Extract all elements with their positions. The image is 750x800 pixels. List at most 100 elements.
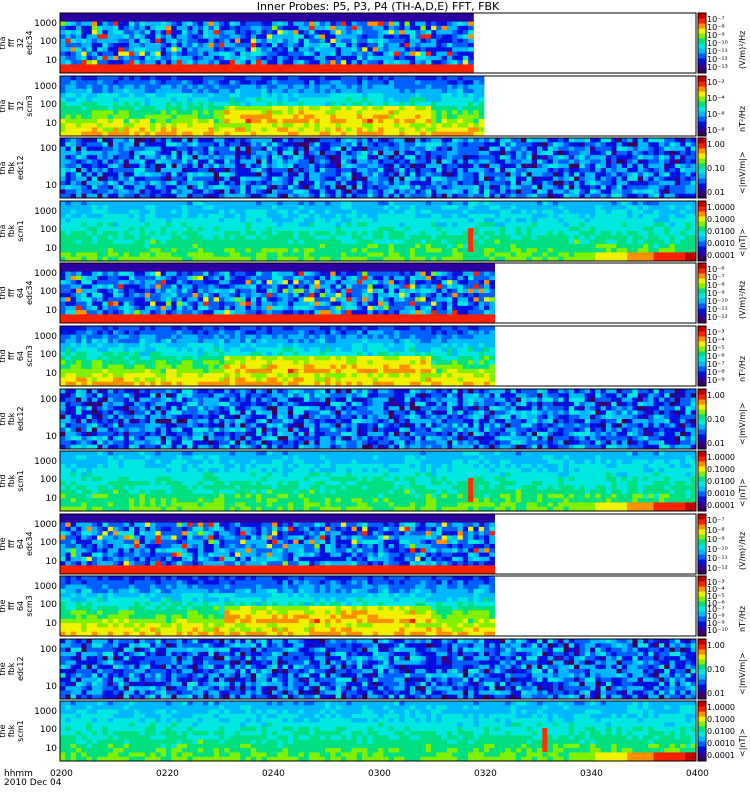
y-tick-label: 100 <box>27 475 57 485</box>
colorbar-swatch <box>698 716 706 722</box>
colorbar-swatch <box>698 53 706 59</box>
colorbar-swatch <box>698 751 706 757</box>
y-tick-label: 1000 <box>27 19 57 29</box>
y-tick-label: 100 <box>27 100 57 110</box>
colorbar-swatch <box>698 606 706 612</box>
colorbar-swatch <box>698 18 706 24</box>
colorbar-swatch <box>698 674 706 680</box>
colorbar-swatch <box>698 644 706 650</box>
colorbar-swatch <box>698 111 706 117</box>
colorbar-unit: <|nT|> <box>738 228 747 257</box>
colorbar-swatch <box>698 13 706 19</box>
colorbar-swatch <box>698 419 706 425</box>
x-tick-label: 0320 <box>474 769 497 779</box>
panel-7 <box>59 388 707 450</box>
colorbar-tick-label: 0.0100 <box>707 227 735 236</box>
colorbar-swatch <box>698 256 706 262</box>
colorbar-tick-label: 10⁻⁹ <box>707 31 725 40</box>
colorbar-tick-label: 10⁻⁶ <box>707 599 725 608</box>
panel-y-label: tha fff 32 edc34 <box>0 30 34 55</box>
colorbar-tick-label: 10⁻¹² <box>707 564 728 573</box>
colorbar-tick-label: 10⁻⁶ <box>707 265 725 274</box>
panel-y-label-part: edc34 <box>25 531 34 556</box>
colorbar-swatch <box>698 466 706 472</box>
colorbar-swatch <box>698 86 706 92</box>
chart-title: Inner Probes: P5, P3, P4 (TH-A,D,E) FFT,… <box>60 1 696 13</box>
colorbar-swatch <box>698 679 706 685</box>
colorbar-tick-label: 10⁻⁴ <box>707 336 725 345</box>
colorbar-swatch <box>698 476 706 482</box>
panel-frame <box>59 75 697 137</box>
panel-y-label-part: fbk <box>7 469 16 493</box>
colorbar-tick-label: 0.0001 <box>707 501 735 510</box>
y-tick-label: 100 <box>27 395 57 405</box>
panel-frame <box>59 200 697 262</box>
panel-y-label-part: the <box>0 532 7 556</box>
colorbar-swatch <box>698 211 706 217</box>
panel-3 <box>59 137 707 199</box>
panel-frame <box>59 325 697 387</box>
colorbar-swatch <box>698 706 706 712</box>
colorbar-tick-label: 10⁻⁶ <box>707 110 725 119</box>
colorbar-tick-label: 0.01 <box>707 439 725 448</box>
y-tick-label: 1000 <box>27 207 57 217</box>
colorbar-swatch <box>698 68 706 74</box>
colorbar-swatch <box>698 138 706 144</box>
colorbar-swatch <box>698 736 706 742</box>
panel-frame <box>59 700 697 762</box>
colorbar-swatch <box>698 366 706 372</box>
panel-y-label: thd fbk edc12 <box>0 406 34 431</box>
colorbar-unit: nT²/Hz <box>738 606 747 632</box>
colorbar-frame <box>697 75 707 137</box>
colorbar-swatch <box>698 263 706 269</box>
colorbar-swatch <box>698 581 706 587</box>
colorbar-tick-label: 10⁻⁷ <box>707 15 725 24</box>
colorbar-swatch <box>698 148 706 154</box>
y-tick-label: 10 <box>27 56 57 66</box>
y-tick-label: 10 <box>27 369 57 379</box>
panel-y-label-part: 64 <box>16 281 25 305</box>
colorbar-swatch <box>698 241 706 247</box>
colorbar-tick-label: 10⁻⁷ <box>707 360 725 369</box>
colorbar-tick-label: 10⁻⁹ <box>707 619 725 628</box>
colorbar-tick-label: 10⁻¹¹ <box>707 554 728 563</box>
panel-y-label-part: tha <box>0 219 7 243</box>
colorbar-swatch <box>698 153 706 159</box>
colorbar-tick-label: 10⁻¹⁰ <box>707 626 728 635</box>
panel-y-label-part: fbk <box>7 407 16 431</box>
colorbar-unit: (V/m)²/Hz <box>738 532 747 570</box>
spike-mark <box>468 228 474 252</box>
y-tick-label: 100 <box>27 350 57 360</box>
colorbar-tick-label: 10⁻⁴ <box>707 94 725 103</box>
panel-frame <box>59 575 697 637</box>
colorbar-tick-label: 10⁻¹³ <box>707 63 728 72</box>
colorbar-tick-label: 10⁻¹¹ <box>707 47 728 56</box>
colorbar-swatch <box>698 48 706 54</box>
panel-y-label-part: fff <box>7 281 16 305</box>
colorbar-tick-label: 10⁻⁹ <box>707 289 725 298</box>
colorbar-swatch <box>698 496 706 502</box>
colorbar-frame <box>697 137 707 199</box>
panel-frame <box>59 638 697 700</box>
colorbar-swatch <box>698 308 706 314</box>
panel-y-label-part: 64 <box>16 344 25 368</box>
panel-y-label: tha fbk edc12 <box>0 155 34 180</box>
panel-frame <box>59 12 697 74</box>
colorbar-swatch <box>698 554 706 560</box>
panel-y-label-part: scm3 <box>25 344 34 368</box>
colorbar-tick-label: 0.0100 <box>707 477 735 486</box>
panel-y-label-part: the <box>0 719 7 743</box>
spike-mark <box>468 478 474 502</box>
date-label: 2010 Dec 04 <box>4 778 62 788</box>
colorbar-swatch <box>698 121 706 127</box>
panel-y-label-part: fff <box>7 532 16 556</box>
panel-y-label-part: 64 <box>16 532 25 556</box>
colorbar-swatch <box>698 746 706 752</box>
y-tick-label: 10 <box>27 744 57 754</box>
y-tick-label: 100 <box>27 144 57 154</box>
panel-8 <box>59 450 707 512</box>
colorbar-swatch <box>698 288 706 294</box>
colorbar-swatch <box>698 126 706 132</box>
colorbar-swatch <box>698 564 706 570</box>
